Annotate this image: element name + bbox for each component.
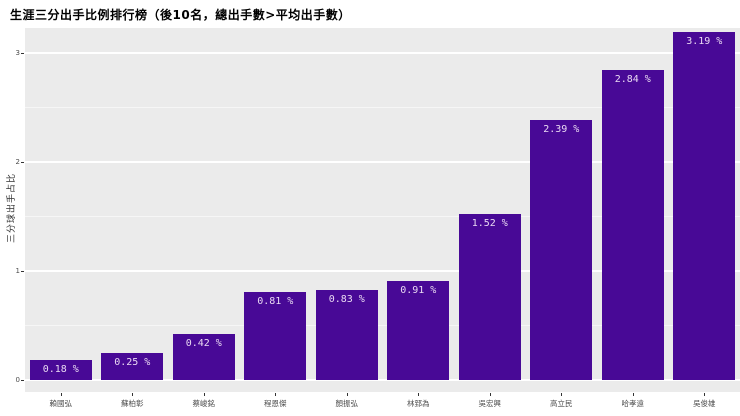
bar-value-label: 2.84 % (614, 74, 651, 86)
x-tick-label-顏振弘: 顏振弘 (335, 399, 359, 408)
x-tick-mark (489, 393, 491, 396)
bar-吳俊雄: 3.19 % (673, 32, 736, 380)
bar-value-label: 0.42 % (185, 338, 222, 350)
bar-value-label: 2.39 % (543, 123, 580, 135)
plot-area: 0.18 % 0.25 % 0.42 % 0.81 % 0.83 % 0.91 % 1.52… (25, 28, 740, 392)
bar-value-label: 0.83 % (328, 293, 365, 305)
y-tick-label: 3 (15, 49, 20, 57)
x-tick-mark (418, 393, 420, 396)
x-tick-mark (632, 393, 634, 396)
x-tick-mark (275, 393, 277, 396)
y-axis-title: 三分球出手占比 (7, 172, 17, 243)
x-tick-label-賴國弘: 賴國弘 (49, 399, 73, 408)
bar-高立民: 2.39 % (530, 119, 593, 380)
x-tick-mark (132, 393, 134, 396)
y-tick-label: 0 (15, 376, 20, 384)
y-tick-mark (21, 162, 24, 163)
x-tick-label-高立民: 高立民 (550, 399, 573, 408)
x-tick-mark (346, 393, 348, 396)
bar-value-label: 3.19 % (686, 36, 723, 48)
bar-吳宏興: 1.52 % (458, 214, 521, 380)
bar-蘇柏彰: 0.25 % (101, 352, 164, 380)
bar-value-label: 0.25 % (114, 356, 151, 368)
x-tick-label-吳宏興: 吳宏興 (478, 399, 502, 408)
bar-程恩傑: 0.81 % (244, 291, 307, 380)
bar-value-label: 0.81 % (257, 295, 294, 307)
bar-賴國弘: 0.18 % (29, 360, 92, 380)
bar-顏振弘: 0.83 % (315, 289, 378, 380)
x-tick-label-林郅為: 林郅為 (407, 399, 430, 408)
x-tick-mark (60, 393, 62, 396)
x-tick-label-蔡峻銘: 蔡峻銘 (192, 399, 216, 408)
y-tick-mark (21, 380, 24, 381)
x-tick-label-程恩傑: 程恩傑 (264, 399, 287, 408)
x-tick-mark (561, 393, 563, 396)
bar-蔡峻銘: 0.42 % (172, 334, 235, 380)
y-tick-mark (21, 271, 24, 272)
x-tick-mark (704, 393, 706, 396)
bar-哈孝遠: 2.84 % (601, 70, 664, 380)
x-tick-mark (203, 393, 205, 396)
x-tick-label-蘇柏彰: 蘇柏彰 (121, 399, 144, 408)
chart-title: 生涯三分出手比例排行榜（後10名，總出手數>平均出手數） (10, 8, 351, 22)
x-tick-label-哈孝遠: 哈孝遠 (621, 399, 645, 408)
bar-林郅為: 0.91 % (387, 280, 450, 380)
bar-value-label: 0.18 % (42, 364, 79, 376)
gridline-major (25, 52, 740, 54)
y-tick-label: 2 (15, 158, 20, 166)
y-tick-label: 1 (15, 267, 20, 275)
bar-value-label: 1.52 % (471, 218, 508, 230)
bar-value-label: 0.91 % (400, 284, 437, 296)
x-tick-label-吳俊雄: 吳俊雄 (693, 399, 716, 408)
y-tick-mark (21, 53, 24, 54)
